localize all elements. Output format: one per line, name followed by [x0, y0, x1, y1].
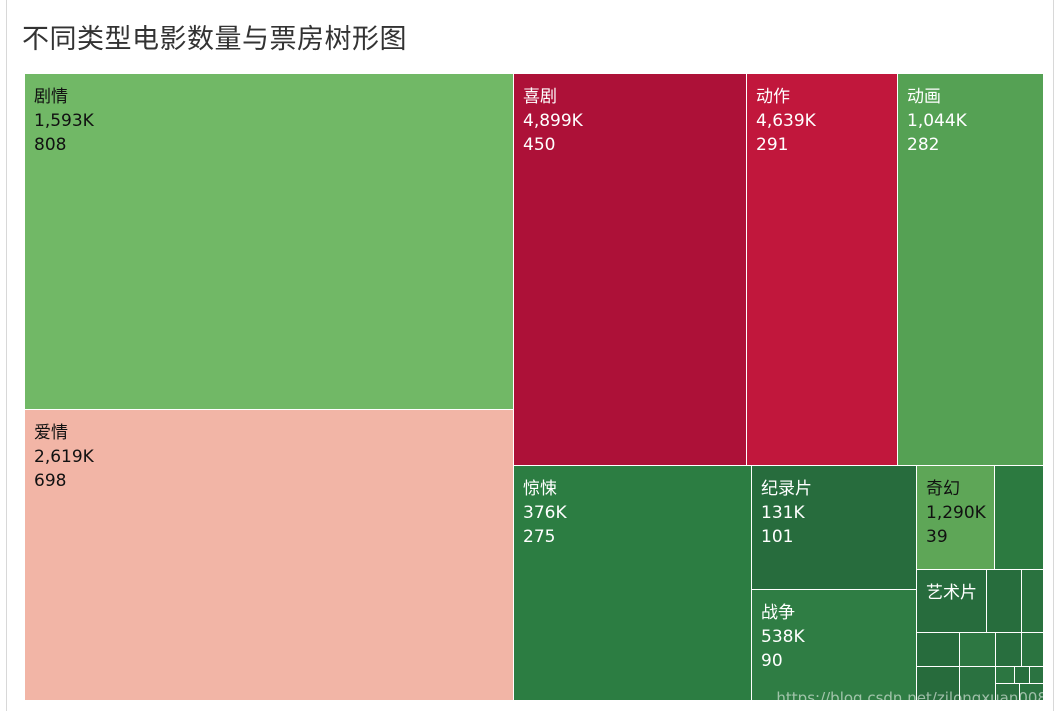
treemap-tile-small[interactable] — [959, 666, 996, 701]
tile-count: 808 — [34, 135, 67, 155]
tile-label: 纪录片 131K 101 — [761, 477, 812, 549]
chart-frame — [6, 0, 1054, 711]
tile-label: 喜剧 4,899K 450 — [523, 85, 583, 157]
tile-label: 动作 4,639K 291 — [756, 85, 816, 157]
treemap-tile[interactable]: 战争 538K 90 — [751, 589, 917, 701]
treemap-tile-small[interactable] — [1029, 666, 1044, 684]
treemap-tile-small[interactable] — [959, 632, 996, 667]
treemap-tile-small[interactable] — [1019, 683, 1044, 701]
tile-genre: 艺术片 — [926, 583, 977, 603]
tile-genre: 纪录片 — [761, 479, 812, 499]
treemap-tile[interactable]: 纪录片 131K 101 — [751, 465, 917, 590]
tile-count: 282 — [907, 135, 940, 155]
tile-count: 291 — [756, 135, 789, 155]
treemap-tile-small[interactable] — [916, 666, 960, 701]
treemap-tile[interactable]: 爱情 2,619K 698 — [24, 409, 514, 701]
treemap-tile-small[interactable] — [916, 632, 960, 667]
tile-box-office: 4,899K — [523, 111, 583, 131]
treemap-tile-small[interactable] — [994, 465, 1044, 570]
tile-count: 450 — [523, 135, 556, 155]
tile-label: 战争 538K 90 — [761, 601, 805, 673]
tile-genre: 剧情 — [34, 87, 68, 107]
tile-count: 275 — [523, 527, 556, 547]
tile-box-office: 131K — [761, 503, 805, 523]
tile-box-office: 1,290K — [926, 503, 986, 523]
treemap-tile[interactable]: 动画 1,044K 282 — [897, 73, 1044, 466]
tile-label: 剧情 1,593K 808 — [34, 85, 94, 157]
tile-box-office: 2,619K — [34, 447, 94, 467]
tile-genre: 动作 — [756, 87, 790, 107]
treemap-tile-small[interactable] — [1014, 666, 1030, 684]
tile-genre: 奇幻 — [926, 479, 960, 499]
tile-count: 101 — [761, 527, 794, 547]
tile-genre: 爱情 — [34, 423, 68, 443]
treemap-tile-small[interactable] — [986, 569, 1022, 633]
treemap-tile-small[interactable] — [995, 666, 1015, 684]
tile-box-office: 538K — [761, 627, 805, 647]
tile-genre: 喜剧 — [523, 87, 557, 107]
tile-box-office: 1,593K — [34, 111, 94, 131]
watermark: https://blog.csdn.net/zilongxuan008 — [776, 689, 1047, 707]
tile-box-office: 4,639K — [756, 111, 816, 131]
tile-count: 90 — [761, 651, 783, 671]
tile-genre: 惊悚 — [523, 479, 557, 499]
tile-box-office: 376K — [523, 503, 567, 523]
tile-label: 动画 1,044K 282 — [907, 85, 967, 157]
treemap-tile[interactable]: 奇幻 1,290K 39 — [916, 465, 995, 570]
treemap-tile[interactable]: 惊悚 376K 275 — [513, 465, 752, 701]
treemap-tile[interactable]: 动作 4,639K 291 — [746, 73, 898, 466]
tile-label: 奇幻 1,290K 39 — [926, 477, 986, 549]
tile-genre: 动画 — [907, 87, 941, 107]
treemap-tile-small[interactable] — [1021, 569, 1044, 633]
treemap-tile[interactable]: 剧情 1,593K 808 — [24, 73, 514, 410]
chart-title: 不同类型电影数量与票房树形图 — [22, 24, 407, 55]
treemap-tile[interactable]: 艺术片 — [916, 569, 987, 633]
tile-label: 爱情 2,619K 698 — [34, 421, 94, 493]
treemap-tile[interactable]: 喜剧 4,899K 450 — [513, 73, 747, 466]
tile-label: 艺术片 — [926, 581, 977, 605]
tile-box-office: 1,044K — [907, 111, 967, 131]
tile-genre: 战争 — [761, 603, 795, 623]
tile-label: 惊悚 376K 275 — [523, 477, 567, 549]
tile-count: 39 — [926, 527, 948, 547]
tile-count: 698 — [34, 471, 67, 491]
treemap-tile-small[interactable] — [995, 632, 1022, 667]
treemap-tile-small[interactable] — [1021, 632, 1044, 667]
